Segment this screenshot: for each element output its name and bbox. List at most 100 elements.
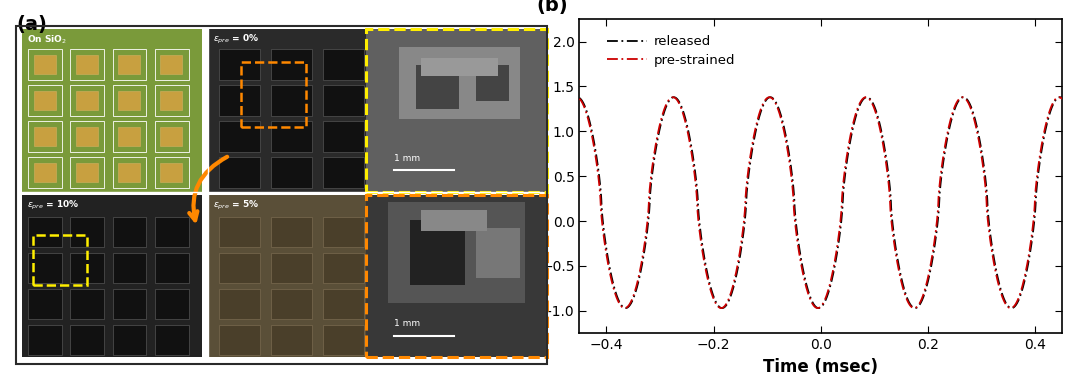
Bar [240, 62, 306, 127]
Line: pre-strained: pre-strained [579, 97, 1062, 308]
Bar [155, 253, 189, 283]
Bar [28, 325, 62, 355]
pre-strained [1056, 97, 1069, 101]
Bar [33, 91, 56, 110]
Text: 1 mm: 1 mm [394, 154, 420, 163]
Bar [410, 220, 465, 285]
Bar [421, 58, 498, 76]
Bar [323, 49, 364, 80]
Bar [155, 49, 189, 80]
Bar [113, 289, 146, 319]
Bar [476, 228, 519, 278]
released [887, 230, 900, 234]
Bar [219, 325, 260, 355]
Bar [71, 253, 104, 283]
Bar [113, 217, 146, 247]
pre-strained [863, 97, 876, 101]
Bar [33, 163, 56, 182]
Bar [219, 253, 260, 283]
pre-strained [1004, 306, 1017, 310]
Bar [323, 217, 364, 247]
pre-strained [758, 100, 770, 104]
Bar [270, 49, 311, 80]
Bar [71, 49, 104, 80]
Bar [76, 127, 98, 146]
Bar [71, 157, 104, 188]
Bar [113, 253, 146, 283]
Bar [367, 195, 547, 357]
Bar [32, 235, 87, 285]
Bar [113, 157, 146, 188]
Legend: released, pre-strained: released, pre-strained [601, 29, 741, 74]
Bar [113, 325, 146, 355]
Bar [33, 55, 56, 74]
Bar [270, 121, 311, 152]
Bar [399, 47, 519, 119]
released [661, 102, 674, 106]
Bar [28, 121, 62, 152]
Bar [21, 29, 202, 192]
X-axis label: Time (msec): Time (msec) [763, 358, 879, 376]
Bar [367, 195, 547, 357]
Bar [270, 217, 311, 247]
Bar [155, 85, 189, 116]
Bar [367, 29, 547, 192]
Text: $\varepsilon_{pre}$ = 0%: $\varepsilon_{pre}$ = 0% [214, 33, 260, 46]
Bar [28, 289, 62, 319]
Bar [28, 49, 62, 80]
Bar [219, 217, 260, 247]
Bar [155, 325, 189, 355]
pre-strained [661, 100, 674, 105]
pre-strained [573, 97, 586, 101]
Text: 1 mm: 1 mm [394, 319, 420, 328]
pre-strained [887, 236, 900, 241]
Bar [33, 127, 56, 146]
Bar [160, 127, 182, 146]
Bar [208, 29, 388, 192]
Y-axis label: Amplitude (V): Amplitude (V) [517, 111, 535, 241]
Bar [71, 289, 104, 319]
Bar [76, 163, 98, 182]
Bar [323, 157, 364, 188]
Bar [160, 91, 182, 110]
Bar [208, 195, 388, 357]
Bar [323, 325, 364, 355]
Bar [270, 157, 311, 188]
Bar [21, 195, 202, 357]
Bar [270, 253, 311, 283]
Bar [323, 121, 364, 152]
Text: On SiO$_2$: On SiO$_2$ [27, 33, 67, 46]
Bar [160, 163, 182, 182]
Bar [421, 210, 487, 231]
pre-strained [666, 95, 679, 100]
Bar [113, 121, 146, 152]
Bar [323, 85, 364, 116]
Bar [76, 55, 98, 74]
Bar [28, 85, 62, 116]
Bar [219, 49, 260, 80]
Bar [71, 217, 104, 247]
Bar [71, 121, 104, 152]
Bar [28, 157, 62, 188]
Bar [367, 29, 547, 192]
released [758, 101, 770, 106]
Text: $\varepsilon_{pre}$ = 5%: $\varepsilon_{pre}$ = 5% [214, 199, 260, 212]
released [667, 95, 680, 100]
Bar [155, 121, 189, 152]
Bar [219, 289, 260, 319]
Bar [155, 289, 189, 319]
Bar [219, 121, 260, 152]
released [934, 190, 946, 194]
Line: released: released [579, 97, 1062, 308]
released [1056, 96, 1069, 100]
Bar [71, 325, 104, 355]
Text: (b): (b) [536, 0, 568, 15]
Bar [270, 85, 311, 116]
Text: (a): (a) [16, 15, 47, 34]
Bar [219, 157, 260, 188]
Bar [155, 217, 189, 247]
Bar [270, 325, 311, 355]
Bar [28, 217, 62, 247]
pre-strained [934, 181, 946, 185]
Bar [118, 91, 139, 110]
